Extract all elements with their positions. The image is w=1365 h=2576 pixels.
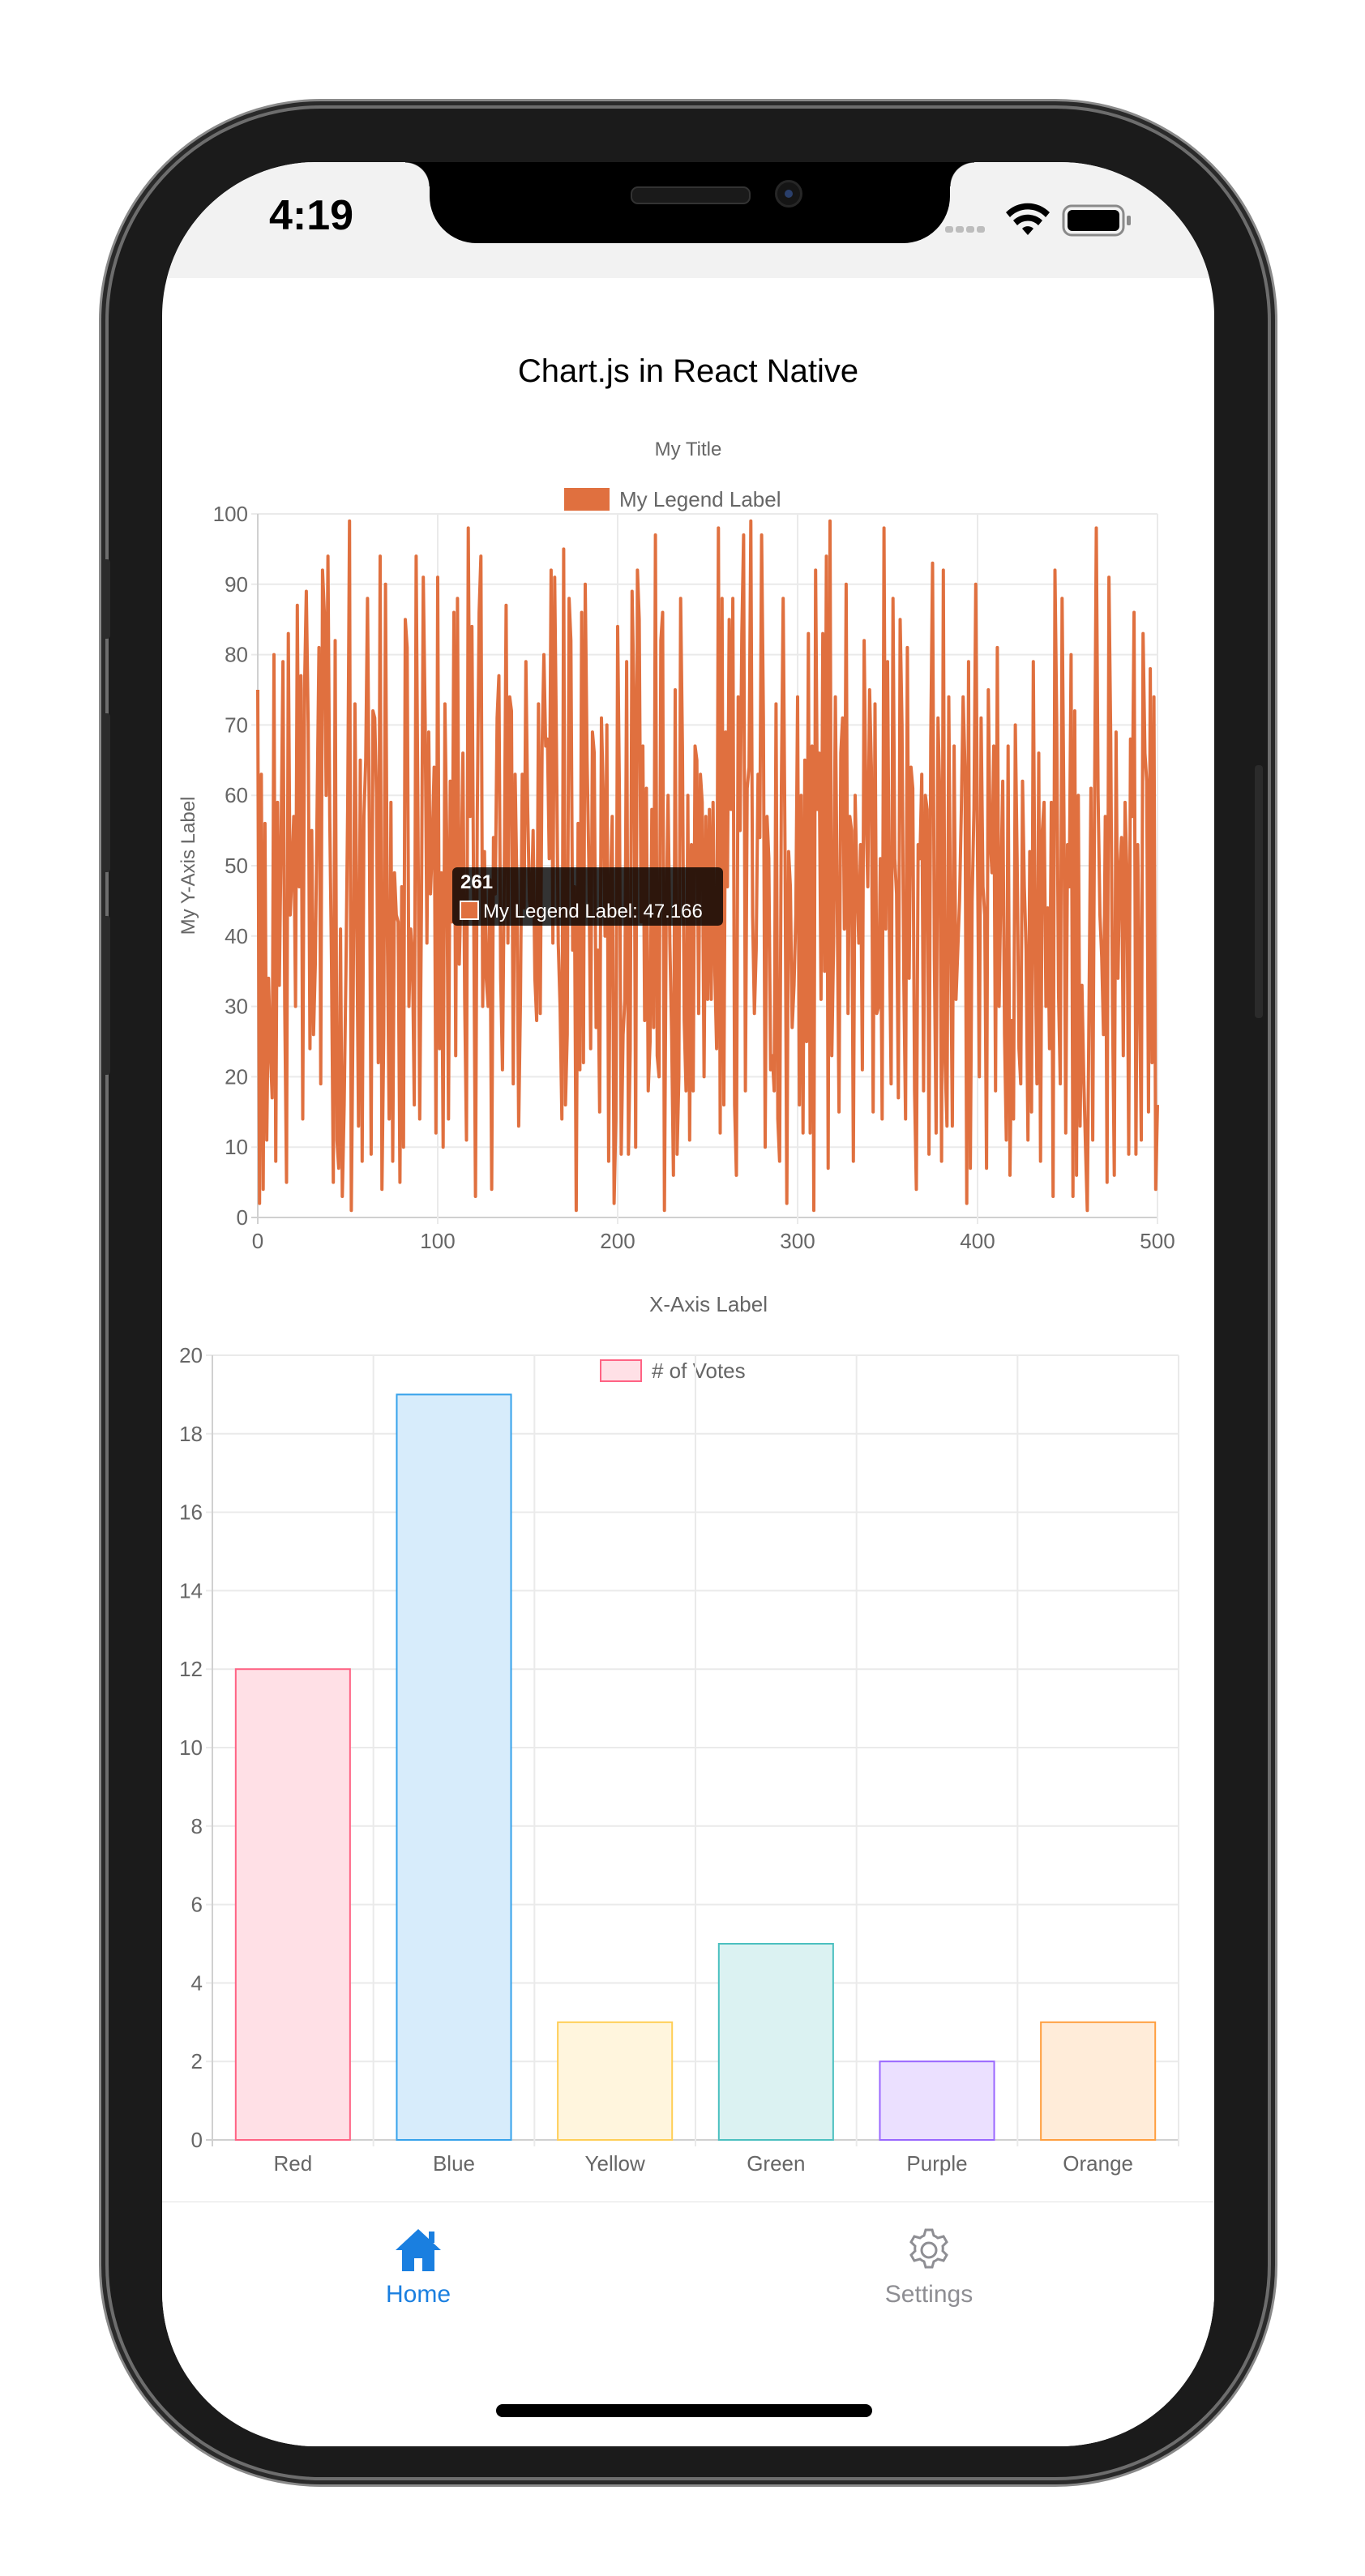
bar-chart-y-tick-label: 14 xyxy=(179,1578,203,1603)
line-chart-tooltip-swatch xyxy=(460,901,479,920)
bar-chart-x-tick-label: Yellow xyxy=(585,2151,645,2176)
line-chart-legend-swatch xyxy=(564,488,610,511)
home-icon xyxy=(396,2229,441,2271)
status-time: 4:19 xyxy=(269,192,354,239)
tab-home[interactable]: Home xyxy=(297,2227,540,2309)
bar-chart-grid xyxy=(206,1354,1179,2146)
battery-icon xyxy=(1062,204,1131,237)
tab-settings[interactable]: Settings xyxy=(807,2227,1050,2309)
line-chart-y-tick-label: 100 xyxy=(213,502,248,526)
wifi-icon xyxy=(1006,203,1050,235)
line-chart-y-tick-label: 50 xyxy=(225,854,248,878)
line-chart-x-tick-label: 100 xyxy=(420,1229,455,1253)
line-chart-y-tick-label: 80 xyxy=(225,643,248,667)
bar-chart-y-tick-label: 6 xyxy=(191,1893,203,1917)
bar-blue xyxy=(396,1393,512,2141)
home-indicator xyxy=(496,2404,872,2417)
power-button xyxy=(1255,765,1263,1018)
line-chart-x-tick-label: 0 xyxy=(252,1229,263,1253)
bar-purple xyxy=(879,2060,995,2141)
line-chart-series-line xyxy=(256,519,1159,1213)
line-chart-y-tick-label: 60 xyxy=(225,783,248,807)
bar-chart-y-tick-label: 0 xyxy=(191,2128,203,2152)
line-chart-tooltip-title: 261 xyxy=(460,871,493,893)
line-chart-legend-label: My Legend Label xyxy=(619,487,781,511)
bar-chart-y-tick-label: 8 xyxy=(191,1814,203,1838)
cellular-signal-icon xyxy=(945,222,987,237)
line-chart-title: My Title xyxy=(655,439,722,460)
mute-switch xyxy=(102,559,110,639)
line-chart-y-tick-label: 20 xyxy=(225,1064,248,1089)
bar-red xyxy=(234,1668,351,2141)
tab-settings-label: Settings xyxy=(884,2281,973,2308)
front-camera xyxy=(775,180,802,208)
line-chart-x-tick-label: 200 xyxy=(600,1229,635,1253)
bar-chart-legend-label: # of Votes xyxy=(652,1359,746,1383)
line-chart-x-axis-label: X-Axis Label xyxy=(649,1292,768,1316)
gear-icon xyxy=(909,2228,948,2269)
line-chart-y-tick-label: 90 xyxy=(225,572,248,597)
bar-chart-legend-swatch xyxy=(600,1359,642,1382)
bar-chart[interactable]: # of Votes 0 2 4 6 8 10 12 14 16 18 20 Red Blue Yello… xyxy=(162,162,1214,2197)
bar-chart-x-tick-label: Red xyxy=(273,2151,312,2176)
line-chart-tooltip: 261 My Legend Label: 47.166 xyxy=(452,867,723,926)
app-title: Chart.js in React Native xyxy=(517,353,859,389)
bar-chart-y-tick-label: 12 xyxy=(179,1657,203,1681)
bar-chart-y-tick-label: 4 xyxy=(191,1971,203,1995)
line-chart[interactable]: My Title My Legend Label 0 10 20 30 40 50 60 70… xyxy=(162,162,1214,1329)
camera-notch xyxy=(405,162,974,243)
volume-down-button xyxy=(102,916,110,1075)
line-chart-y-tick-label: 40 xyxy=(225,924,248,948)
line-chart-y-axis-label: My Y-Axis Label xyxy=(178,797,199,935)
bar-yellow xyxy=(557,2021,674,2142)
line-chart-x-tick-label: 400 xyxy=(960,1229,995,1253)
bar-chart-y-tick-label: 10 xyxy=(179,1735,203,1760)
bar-chart-y-tick-label: 20 xyxy=(179,1343,203,1367)
bar-chart-x-tick-label: Purple xyxy=(906,2151,967,2176)
volume-up-button xyxy=(102,713,110,872)
line-chart-y-tick-label: 10 xyxy=(225,1135,248,1159)
bar-chart-y-tick-label: 2 xyxy=(191,2049,203,2073)
line-chart-x-tick-label: 300 xyxy=(780,1229,815,1253)
bar-chart-x-tick-label: Orange xyxy=(1063,2151,1133,2176)
line-chart-x-tick-label: 500 xyxy=(1140,1229,1175,1253)
bar-chart-y-tick-label: 18 xyxy=(179,1422,203,1446)
line-chart-ticks: 0 10 20 30 40 50 60 70 80 90 100 0 100 200 300 400 500 xyxy=(213,502,1175,1253)
bar-chart-x-tick-label: Green xyxy=(747,2151,805,2176)
line-chart-y-tick-label: 70 xyxy=(225,712,248,737)
bar-chart-x-tick-label: Blue xyxy=(433,2151,475,2176)
bar-orange xyxy=(1040,2021,1157,2142)
bar-chart-bars xyxy=(234,1393,1157,2142)
bar-chart-ticks: 0 2 4 6 8 10 12 14 16 18 20 Red Blue Yellow Green Purpl… xyxy=(179,1343,1133,2176)
earpiece-speaker xyxy=(631,186,751,204)
tab-home-label: Home xyxy=(385,2281,451,2308)
phone-screen: 4:19 Chart.js in React Native My Title M… xyxy=(162,162,1214,2446)
line-chart-y-tick-label: 30 xyxy=(225,995,248,1019)
bar-green xyxy=(717,1943,834,2141)
bar-chart-y-tick-label: 16 xyxy=(179,1500,203,1525)
line-chart-y-tick-label: 0 xyxy=(237,1205,248,1230)
line-chart-tooltip-text: My Legend Label: 47.166 xyxy=(483,901,703,922)
